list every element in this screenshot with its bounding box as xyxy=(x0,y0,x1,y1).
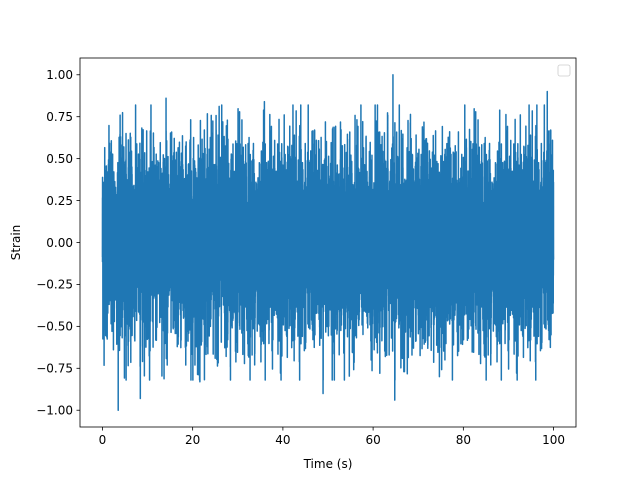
legend-box xyxy=(557,64,571,77)
x-tick-label: 100 xyxy=(542,433,565,447)
x-tick-label: 60 xyxy=(365,433,380,447)
x-tick-label: 0 xyxy=(99,433,107,447)
x-axis: 0 20 40 60 80 100 xyxy=(99,427,565,447)
y-tick-label: −1.00 xyxy=(36,404,73,418)
y-tick-label: 0.25 xyxy=(46,194,73,208)
y-tick-label: 1.00 xyxy=(46,68,73,82)
series-layer xyxy=(101,74,555,411)
y-tick-label: −0.75 xyxy=(36,362,73,376)
y-tick-label: 0.50 xyxy=(46,152,73,166)
x-axis-label: Time (s) xyxy=(303,457,353,471)
y-tick-label: 0.75 xyxy=(46,110,73,124)
x-tick-label: 20 xyxy=(185,433,200,447)
y-tick-label: 0.00 xyxy=(46,236,73,250)
y-axis: −1.00 −0.75 −0.50 −0.25 0.00 0.25 0.50 0.75 1.00 xyxy=(36,68,80,418)
x-tick-label: 80 xyxy=(456,433,471,447)
x-tick-label: 40 xyxy=(275,433,290,447)
y-axis-label: Strain xyxy=(9,225,23,261)
strain-series-line xyxy=(101,74,555,411)
y-tick-label: −0.25 xyxy=(36,278,73,292)
y-tick-label: −0.50 xyxy=(36,320,73,334)
